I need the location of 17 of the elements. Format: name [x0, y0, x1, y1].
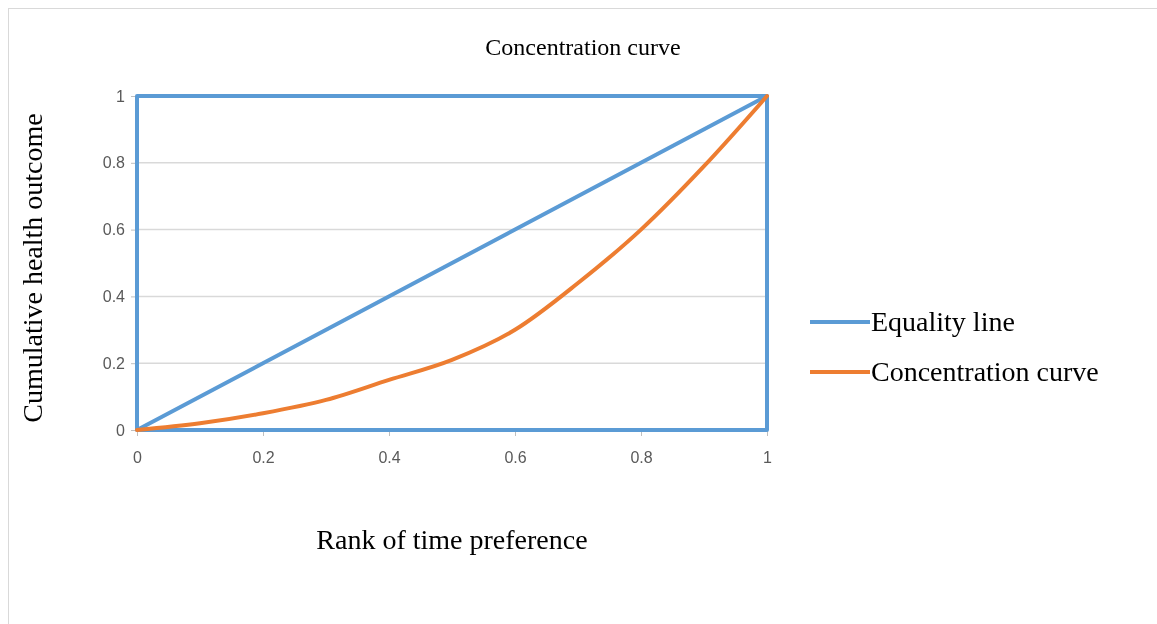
chart-title: Concentration curve [485, 34, 681, 60]
x-tick-label: 1 [763, 449, 773, 467]
x-tick-label: 0.2 [252, 449, 275, 467]
x-tick-label: 0 [133, 449, 143, 467]
legend-label: Equality line [871, 306, 1015, 337]
legend-label: Concentration curve [871, 356, 1099, 387]
x-tick-label: 0.4 [378, 449, 401, 467]
y-tick-label: 0.4 [102, 288, 126, 306]
x-tick-label: 0.8 [630, 449, 653, 467]
y-axis-title: Cumulative health outcome [17, 113, 48, 423]
y-tick-label: 0.8 [102, 154, 126, 172]
y-tick-label: 0.6 [102, 221, 126, 239]
x-axis-title: Rank of time preference [316, 524, 588, 555]
y-tick-label: 0 [116, 421, 126, 439]
y-tick-label: 0.2 [102, 354, 126, 372]
x-tick-label: 0.6 [504, 449, 527, 467]
y-tick-label: 1 [116, 87, 126, 105]
